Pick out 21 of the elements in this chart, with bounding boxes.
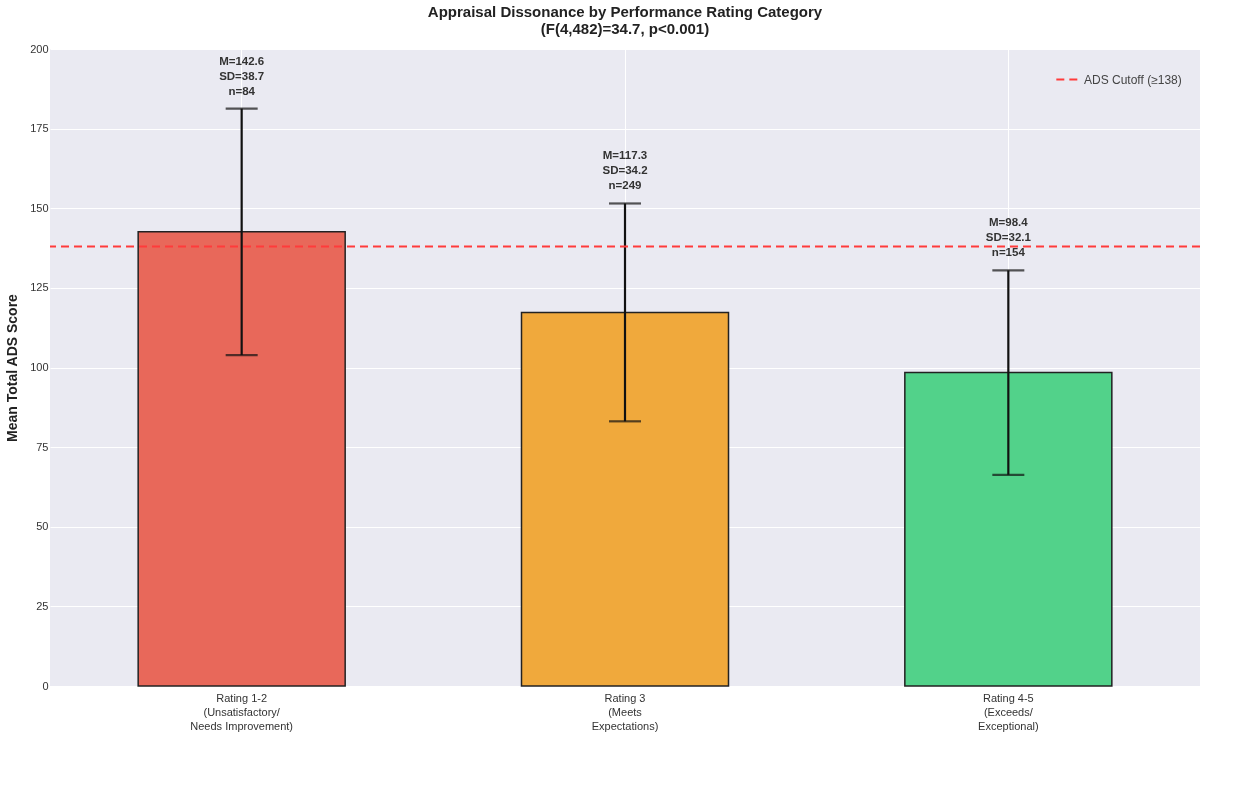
annotation: M=142.6 SD=38.7 n=84 — [219, 54, 265, 97]
y-tick-label: 0 — [42, 679, 49, 692]
x-tick-label: Rating 3 (Meets Expectations) — [591, 691, 659, 732]
y-tick-label: 25 — [36, 599, 49, 612]
bar — [137, 231, 346, 687]
legend-label: ADS Cutoff (≥138) — [1084, 72, 1182, 87]
y-tick-label: 150 — [30, 201, 49, 214]
annotation: M=117.3 SD=34.2 n=249 — [602, 149, 648, 192]
y-tick-label: 125 — [30, 281, 49, 294]
chart-title: Appraisal Dissonance by Performance Rating Category (F(4,482)=34.7, p<0.001) — [427, 3, 823, 37]
y-tick-label: 50 — [36, 520, 49, 533]
bar — [520, 311, 730, 687]
x-tick-label: Rating 4-5 (Exceeds/ Exceptional) — [978, 691, 1039, 732]
annotation: M=98.4 SD=32.1 n=154 — [985, 216, 1032, 259]
y-tick-label: 100 — [30, 361, 49, 373]
x-tick-label: Rating 1-2 (Unsatisfactory/ Needs Improvement) — [190, 691, 294, 732]
y-tick-label: 200 — [30, 42, 49, 55]
y-tick-label: 175 — [30, 122, 49, 135]
y-axis-title: Mean Total ADS Score — [4, 293, 21, 442]
y-tick-label: 75 — [36, 440, 49, 453]
bar — [904, 371, 1113, 687]
